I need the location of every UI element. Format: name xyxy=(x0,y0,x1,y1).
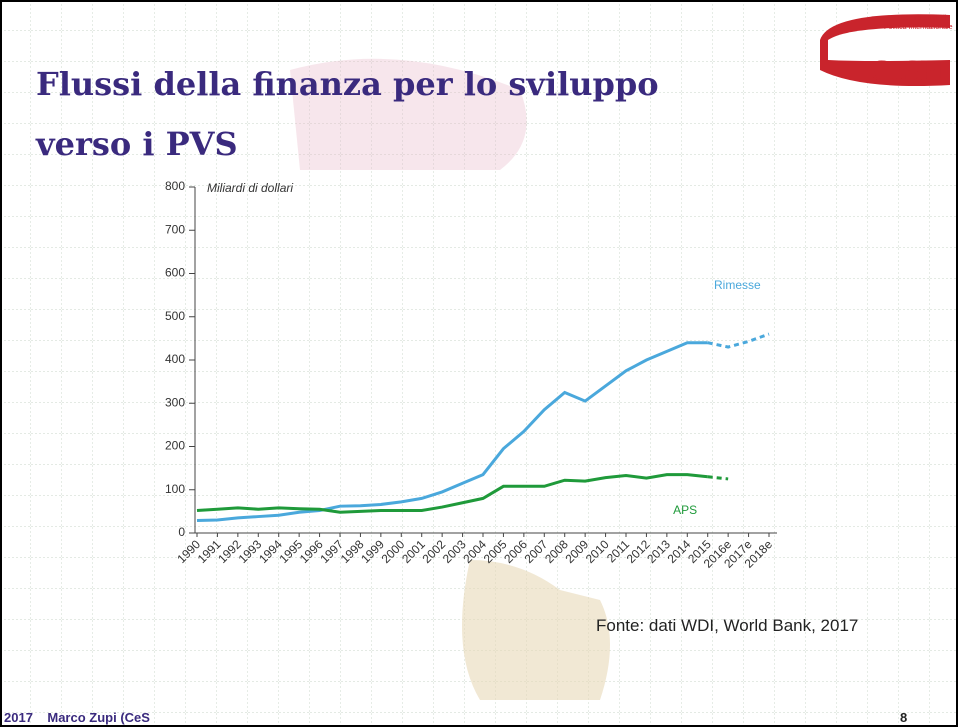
logo-shape-inner xyxy=(828,27,950,61)
y-tick-label: 300 xyxy=(165,395,185,409)
logo-name: CeSPI xyxy=(870,54,947,87)
y-tick-label: 700 xyxy=(165,222,185,236)
page-number: 8 xyxy=(900,710,907,725)
y-tick-label: 0 xyxy=(178,525,185,539)
map-decoration-top xyxy=(290,58,527,170)
y-tick-label: 100 xyxy=(165,482,185,496)
y-tick-label: 400 xyxy=(165,352,185,366)
y-axis-label: Miliardi di dollari xyxy=(207,181,293,195)
map-decoration xyxy=(462,560,610,700)
footer-left: 2017 Marco Zupi (CeS xyxy=(4,710,150,725)
series-label: Rimesse xyxy=(714,278,761,292)
y-tick-label: 600 xyxy=(165,266,185,280)
series-line xyxy=(196,473,708,514)
y-tick-label: 800 xyxy=(165,179,185,193)
source: Fonte: dati WDI, World Bank, 2017 xyxy=(596,616,858,635)
logo-subtitle: Politica Internazionale xyxy=(884,24,953,31)
slide-title: verso i PVS xyxy=(35,125,238,163)
logo-subtitle: Centro Studi di xyxy=(900,15,947,22)
series-line xyxy=(707,332,770,349)
y-tick-label: 200 xyxy=(165,439,185,453)
series-line xyxy=(196,341,708,522)
y-tick-label: 500 xyxy=(165,309,185,323)
series-line xyxy=(707,475,729,481)
series-label: APS xyxy=(673,503,697,517)
slide-title: Flussi della finanza per lo sviluppo xyxy=(36,65,659,103)
